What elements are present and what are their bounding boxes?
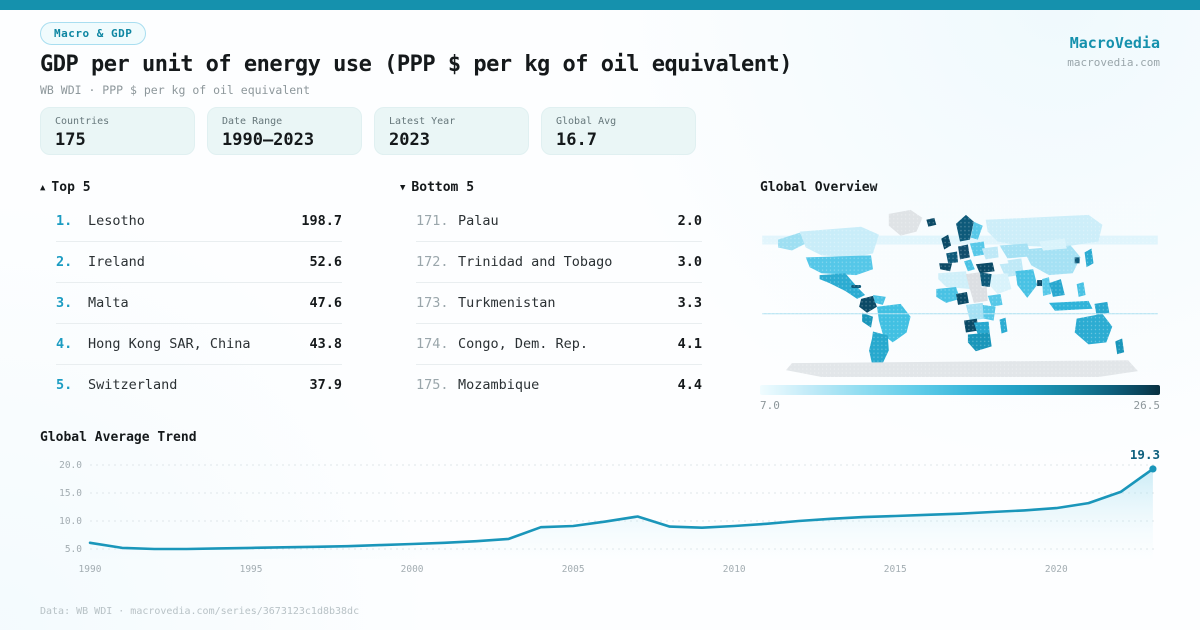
brand-block: MacroVedia macrovedia.com [1067, 34, 1160, 69]
svg-text:2000: 2000 [401, 564, 424, 575]
list-item: 175. Mozambique 4.4 [416, 365, 702, 405]
list-item: 173. Turkmenistan 3.3 [416, 283, 702, 324]
svg-text:2020: 2020 [1045, 564, 1068, 575]
country-value: 4.1 [677, 336, 702, 352]
top5-list: 1. Lesotho 198.7 2. Ireland 52.6 3. Malta 47.6… [40, 201, 342, 405]
world-map [762, 202, 1158, 378]
svg-text:19.3: 19.3 [1130, 447, 1160, 462]
svg-text:10.0: 10.0 [59, 516, 82, 527]
list-item: 172. Trinidad and Tobago 3.0 [416, 242, 702, 283]
svg-text:2010: 2010 [723, 564, 746, 575]
svg-text:20.0: 20.0 [59, 460, 82, 471]
stat-card-date-range: Date Range 1990—2023 [207, 107, 362, 155]
rank-number: 2. [56, 254, 73, 270]
country-value: 47.6 [309, 295, 342, 311]
rank-number: 1. [56, 213, 73, 229]
rank-number: 4. [56, 336, 73, 352]
svg-text:2005: 2005 [562, 564, 585, 575]
country-value: 52.6 [309, 254, 342, 270]
legend-max: 26.5 [1133, 399, 1161, 412]
svg-text:15.0: 15.0 [59, 488, 82, 499]
trend-title: Global Average Trend [40, 430, 197, 445]
stat-card-countries: Countries 175 [40, 107, 195, 155]
country-value: 2.0 [677, 213, 702, 229]
stat-label: Global Avg [556, 116, 617, 127]
trend-chart: 5.0 10.0 15.0 20.0 1990 1995 2000 2005 2010 2015… [59, 447, 1160, 575]
stat-value: 16.7 [556, 130, 597, 150]
country-name: Lesotho [88, 213, 145, 229]
top-accent-bar [0, 0, 1200, 10]
page-title: GDP per unit of energy use (PPP $ per kg… [40, 52, 792, 77]
bottom5-title: Bottom 5 [411, 180, 475, 195]
brand-domain: macrovedia.com [1067, 56, 1160, 69]
list-item: 5. Switzerland 37.9 [56, 365, 342, 405]
top5-title: Top 5 [51, 180, 91, 195]
trend-panel: Global Average Trend 5.0 10.0 15.0 20.0 199… [40, 430, 1160, 575]
list-item: 2. Ireland 52.6 [56, 242, 342, 283]
svg-text:2015: 2015 [884, 564, 907, 575]
page-subtitle: WB WDI · PPP $ per kg of oil equivalent [40, 83, 311, 97]
stat-card-latest-year: Latest Year 2023 [374, 107, 529, 155]
rank-number: 172. [416, 254, 449, 270]
country-value: 198.7 [301, 213, 342, 229]
map-title: Global Overview [760, 180, 878, 195]
country-name: Congo, Dem. Rep. [458, 336, 589, 352]
map-panel: Global Overview [760, 180, 1160, 412]
legend-min: 7.0 [760, 399, 780, 412]
stat-value: 2023 [389, 130, 430, 150]
stat-label: Countries [55, 116, 110, 127]
triangle-down-icon: ▼ [400, 183, 406, 193]
country-value: 3.0 [677, 254, 702, 270]
triangle-up-icon: ▲ [40, 183, 46, 193]
country-name: Hong Kong SAR, China [88, 336, 251, 352]
country-name: Palau [458, 213, 499, 229]
stat-label: Date Range [222, 116, 283, 127]
brand-name: MacroVedia [1069, 34, 1160, 52]
list-item: 1. Lesotho 198.7 [56, 201, 342, 242]
list-item: 171. Palau 2.0 [416, 201, 702, 242]
country-value: 37.9 [309, 377, 342, 393]
list-item: 174. Congo, Dem. Rep. 4.1 [416, 324, 702, 365]
list-item: 4. Hong Kong SAR, China 43.8 [56, 324, 342, 365]
bottom5-header: ▼ Bottom 5 [400, 180, 702, 195]
rank-number: 174. [416, 336, 449, 352]
choropleth-legend-labels: 7.0 26.5 [760, 399, 1160, 412]
country-name: Mozambique [458, 377, 540, 393]
country-name: Turkmenistan [458, 295, 556, 311]
stat-label: Latest Year [389, 116, 456, 127]
stat-value: 175 [55, 130, 86, 150]
country-value: 43.8 [309, 336, 342, 352]
stat-card-global-avg: Global Avg 16.7 [541, 107, 696, 155]
country-name: Malta [88, 295, 129, 311]
bottom5-list: 171. Palau 2.0 172. Trinidad and Tobago 3.0 … [400, 201, 702, 405]
category-badge: Macro & GDP [40, 22, 147, 45]
svg-text:1990: 1990 [79, 564, 102, 575]
rank-number: 3. [56, 295, 73, 311]
bottom5-panel: ▼ Bottom 5 171. Palau 2.0 172. Trinidad and … [400, 180, 702, 405]
country-value: 3.3 [677, 295, 702, 311]
country-name: Switzerland [88, 377, 178, 393]
rank-number: 5. [56, 377, 73, 393]
country-value: 4.4 [677, 377, 702, 393]
svg-text:1995: 1995 [240, 564, 263, 575]
stat-value: 1990—2023 [222, 130, 315, 150]
rank-number: 171. [416, 213, 449, 229]
stat-cards-row: Countries 175 Date Range 1990—2023 Lates… [40, 107, 696, 155]
list-item: 3. Malta 47.6 [56, 283, 342, 324]
rank-number: 175. [416, 377, 449, 393]
svg-text:5.0: 5.0 [65, 544, 82, 555]
top5-header: ▲ Top 5 [40, 180, 342, 195]
choropleth-legend-gradient [760, 385, 1160, 395]
rank-number: 173. [416, 295, 449, 311]
footer-source: Data: WB WDI · macrovedia.com/series/367… [40, 606, 360, 617]
country-name: Ireland [88, 254, 145, 270]
country-name: Trinidad and Tobago [458, 254, 613, 270]
top5-panel: ▲ Top 5 1. Lesotho 198.7 2. Ireland 52.6 3. Ma… [40, 180, 342, 405]
